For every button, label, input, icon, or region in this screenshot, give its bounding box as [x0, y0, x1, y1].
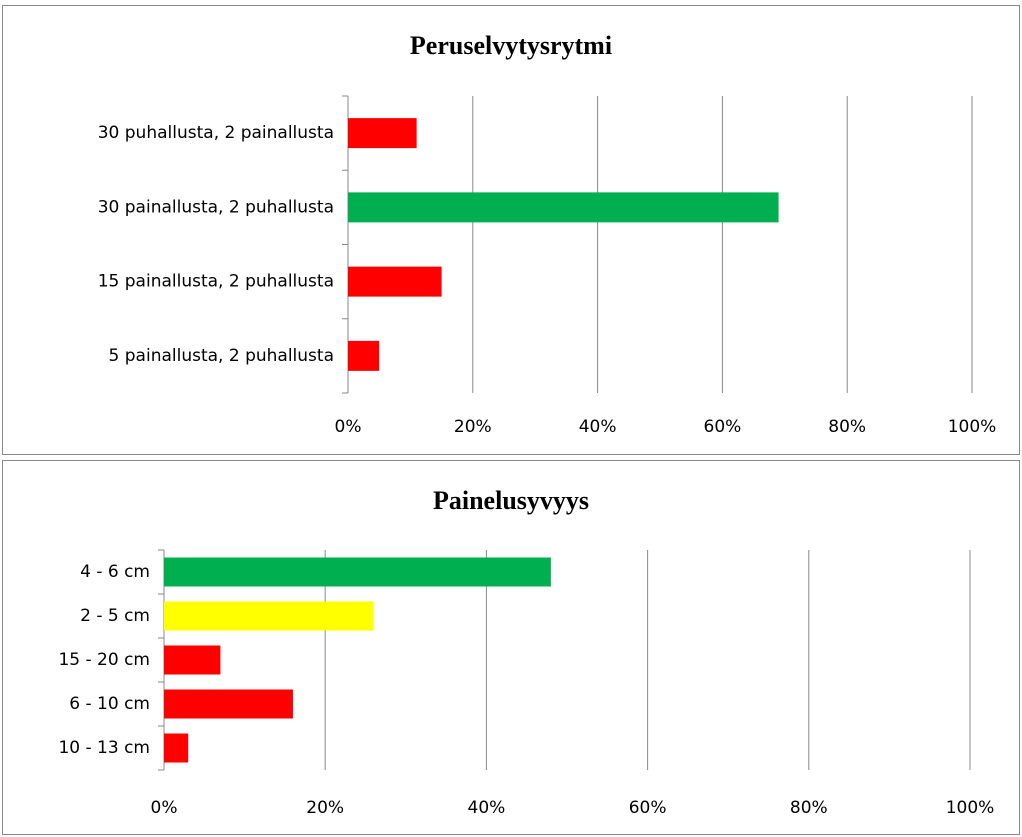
bar	[348, 118, 417, 149]
bar	[348, 340, 380, 371]
x-tick-label: 0%	[151, 798, 178, 818]
y-tick-label: 30 puhallusta, 2 painallusta	[98, 123, 334, 143]
x-tick-label: 40%	[579, 417, 617, 437]
y-tick-label: 15 painallusta, 2 puhallusta	[98, 272, 334, 292]
x-tick-label: 20%	[306, 798, 344, 818]
x-tick-label: 20%	[454, 417, 492, 437]
chart-frame	[2, 5, 1020, 455]
x-tick-label: 40%	[468, 798, 506, 818]
bar	[164, 733, 189, 763]
y-tick-label: 30 painallusta, 2 puhallusta	[98, 197, 334, 217]
bar	[348, 192, 779, 223]
y-tick-label: 5 painallusta, 2 puhallusta	[109, 346, 334, 366]
chart-title: Painelusyvyys	[433, 486, 589, 515]
x-tick-label: 60%	[629, 798, 667, 818]
x-tick-label: 80%	[828, 417, 866, 437]
chart-frame	[2, 460, 1020, 835]
y-tick-label: 2 - 5 cm	[80, 606, 150, 626]
chart-title: Peruselvytysrytmi	[410, 31, 612, 60]
x-tick-label: 60%	[704, 417, 742, 437]
y-tick-label: 4 - 6 cm	[80, 562, 150, 582]
x-tick-label: 0%	[335, 417, 362, 437]
x-tick-label: 100%	[946, 798, 995, 818]
bar	[164, 601, 374, 631]
bar	[164, 645, 221, 675]
bar	[164, 557, 551, 587]
y-tick-label: 6 - 10 cm	[69, 694, 150, 714]
y-tick-label: 15 - 20 cm	[58, 650, 150, 670]
bar	[348, 266, 442, 297]
y-tick-label: 10 - 13 cm	[58, 738, 150, 758]
x-tick-label: 100%	[948, 417, 997, 437]
bar	[164, 689, 293, 719]
x-tick-label: 80%	[790, 798, 828, 818]
